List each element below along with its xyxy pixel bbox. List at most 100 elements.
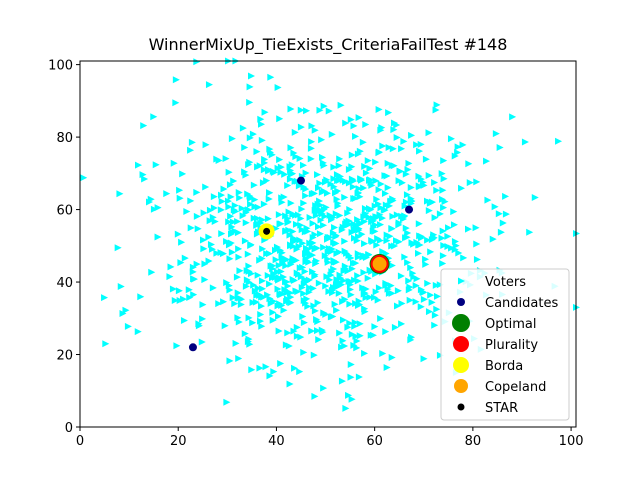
voter-point — [314, 171, 322, 179]
voter-point — [179, 170, 187, 178]
voter-point — [439, 186, 447, 194]
voter-point — [360, 285, 368, 293]
voter-point — [372, 158, 380, 166]
voter-point — [362, 169, 370, 177]
voter-point — [420, 295, 428, 303]
voter-point — [496, 144, 504, 152]
voter-point — [330, 238, 338, 246]
voter-point — [397, 272, 405, 280]
voter-point — [311, 392, 319, 400]
legend-box — [440, 268, 570, 421]
voter-point — [286, 380, 294, 388]
voter-point — [205, 233, 213, 241]
x-tick-label: 100 — [559, 434, 584, 449]
voter-point — [331, 300, 339, 308]
voter-point — [374, 296, 382, 304]
voter-point — [432, 106, 440, 114]
voter-point — [381, 206, 389, 214]
voter-point — [244, 190, 252, 198]
voter-point — [297, 106, 305, 114]
voter-point — [310, 302, 318, 310]
voter-point — [305, 258, 313, 266]
voter-point — [141, 175, 149, 183]
voter-point — [447, 135, 455, 143]
voter-point — [355, 373, 363, 381]
voter-point — [336, 155, 344, 163]
voter-point — [354, 150, 362, 158]
voter-point — [360, 218, 368, 226]
voter-point — [225, 203, 233, 211]
voter-point — [386, 202, 394, 210]
voter-point — [407, 264, 415, 272]
voter-point — [377, 204, 385, 212]
voter-point — [178, 238, 186, 246]
voter-point — [373, 195, 381, 203]
voter-point — [361, 240, 369, 248]
voter-point — [335, 248, 343, 256]
voter-point — [297, 215, 305, 223]
voter-point — [450, 208, 458, 216]
voter-point — [345, 179, 353, 187]
voter-point — [284, 217, 292, 225]
voter-point — [464, 225, 472, 233]
voter-point — [398, 299, 406, 307]
voter-point — [407, 195, 415, 203]
voter-point — [114, 244, 122, 252]
voter-point — [250, 181, 258, 189]
voter-point — [280, 306, 288, 314]
voter-point — [360, 290, 368, 298]
voter-point — [344, 323, 352, 331]
voter-point — [274, 268, 282, 276]
voter-point — [473, 255, 481, 263]
voter-point — [260, 293, 268, 301]
voter-point — [187, 146, 195, 154]
voter-point — [287, 199, 295, 207]
voter-point — [354, 272, 362, 280]
voter-point — [315, 336, 323, 344]
voter-point — [292, 220, 300, 228]
voter-point — [308, 122, 316, 130]
voter-point — [454, 149, 462, 157]
x-tick-label: 20 — [170, 434, 187, 449]
voter-point — [373, 241, 381, 249]
voter-point — [484, 196, 492, 204]
voter-point — [367, 178, 375, 186]
voter-point — [243, 276, 251, 284]
legend-voters-marker — [458, 277, 465, 285]
voter-point — [415, 220, 423, 228]
voter-point — [489, 235, 497, 243]
voter-point — [250, 281, 258, 289]
voter-point — [355, 297, 363, 305]
voter-point — [258, 302, 266, 310]
voter-point — [364, 157, 372, 165]
voter-point — [258, 254, 266, 262]
voter-point — [361, 162, 369, 170]
voter-point — [350, 259, 358, 267]
voter-point — [332, 233, 340, 241]
voter-point — [224, 197, 232, 205]
voter-point — [495, 210, 503, 218]
voter-point — [360, 213, 368, 221]
voter-point — [277, 267, 285, 275]
voter-point — [276, 290, 284, 298]
voter-point — [290, 149, 298, 157]
voter-point — [199, 315, 207, 323]
voter-point — [531, 194, 539, 202]
voter-point — [218, 197, 226, 205]
voter-point — [274, 84, 282, 92]
voter-point — [338, 281, 346, 289]
voter-point — [101, 294, 109, 302]
voter-point — [409, 269, 417, 277]
voter-point — [377, 315, 385, 323]
voter-point — [319, 159, 327, 167]
voter-point — [433, 305, 441, 313]
voter-point — [150, 113, 158, 121]
voter-point — [228, 135, 236, 143]
y-tick-label: 0 — [65, 421, 73, 436]
voter-point — [324, 255, 332, 263]
voter-point — [292, 287, 300, 295]
voter-point — [260, 166, 268, 174]
voter-point — [294, 211, 302, 219]
voter-point — [384, 159, 392, 167]
voter-point — [227, 212, 235, 220]
